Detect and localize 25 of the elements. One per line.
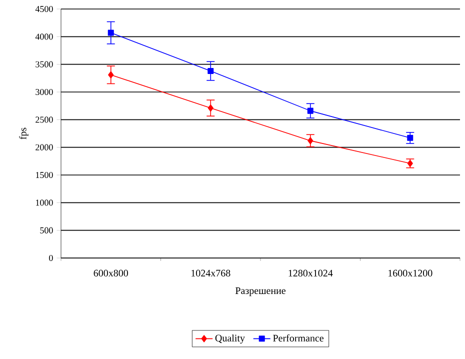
x-tick-label: 1280x1024 — [288, 270, 333, 277]
x-tick-label: 600x800 — [94, 270, 128, 277]
y-axis-title: fps — [19, 128, 28, 140]
y-tick-label: 3000 — [36, 88, 53, 96]
y-tick-label: 4000 — [35, 34, 53, 40]
y-tick-label: 500 — [40, 227, 53, 234]
legend-label: Performance — [273, 334, 324, 342]
x-tick-label: 1024x768 — [192, 270, 230, 277]
y-tick-label: 1500 — [36, 172, 53, 178]
y-tick-label: 3500 — [36, 61, 53, 68]
point — [407, 134, 414, 141]
x-axis-title: Разрешение — [235, 287, 286, 296]
point — [307, 108, 314, 114]
y-tick-label: 2500 — [36, 116, 53, 123]
point — [108, 71, 114, 78]
y-tick-label: 2000 — [36, 144, 53, 150]
point — [308, 137, 314, 144]
y-tick-label: 4500 — [35, 6, 53, 12]
legend-label: Quality — [215, 334, 245, 344]
x-tick-label: 1600x1200 — [388, 270, 432, 277]
point — [208, 68, 214, 74]
y-tick-label: 1000 — [36, 200, 53, 206]
y-tick-label: 0 — [49, 254, 53, 262]
point — [108, 30, 114, 36]
point — [208, 104, 214, 112]
